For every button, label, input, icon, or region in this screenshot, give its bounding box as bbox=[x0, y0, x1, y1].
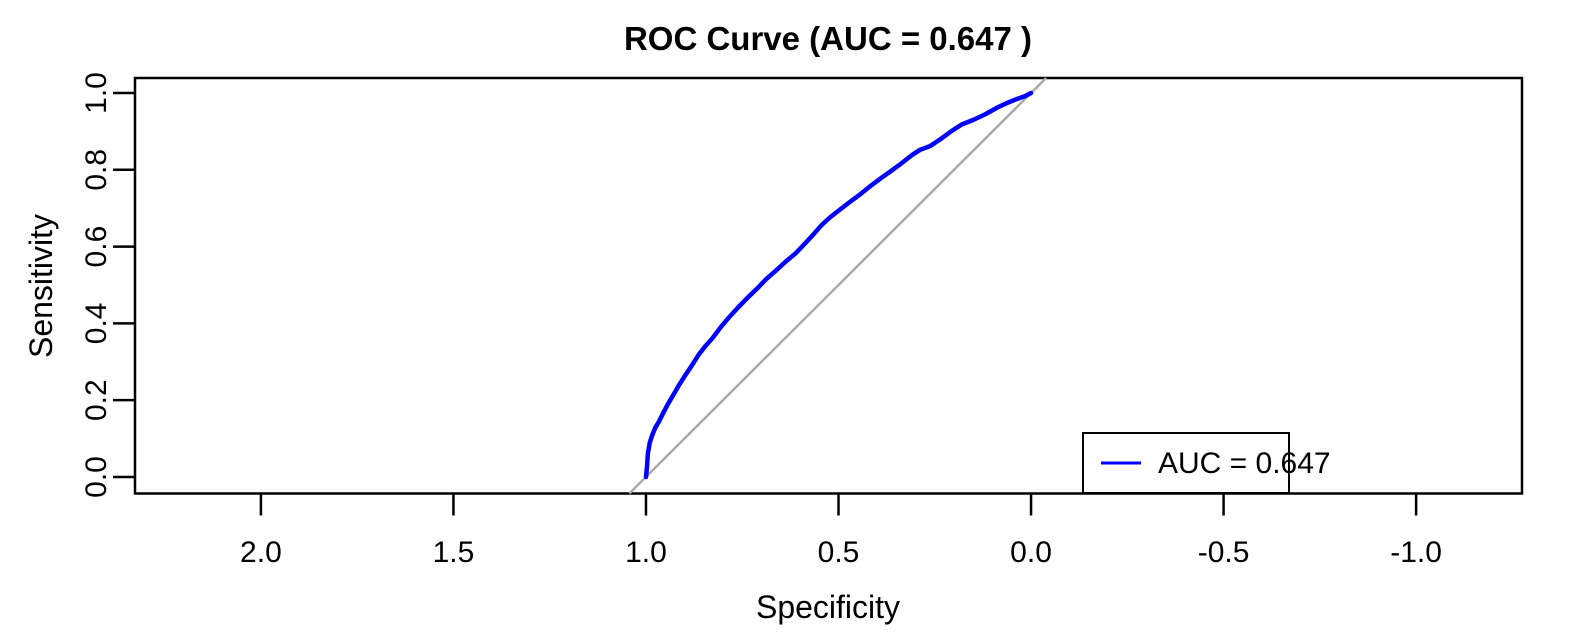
legend-label: AUC = 0.647 bbox=[1158, 447, 1331, 480]
y-axis-title: Sensitivity bbox=[23, 214, 59, 358]
x-tick-label: 1.0 bbox=[625, 536, 667, 569]
roc-curve bbox=[643, 90, 1034, 480]
legend: AUC = 0.647 bbox=[1082, 432, 1331, 494]
y-tick-label: 0.8 bbox=[80, 149, 113, 191]
x-tick-label: -1.0 bbox=[1390, 536, 1442, 569]
chance-diagonal-line bbox=[628, 77, 1047, 495]
y-tick-label: 0.6 bbox=[80, 226, 113, 268]
y-tick-label: 0.0 bbox=[80, 456, 113, 498]
x-axis-title: Specificity bbox=[756, 589, 900, 625]
x-tick-label: 1.5 bbox=[433, 536, 475, 569]
x-tick-label: 2.0 bbox=[240, 536, 282, 569]
y-tick-label: 1.0 bbox=[80, 72, 113, 114]
y-tick-label: 0.4 bbox=[80, 303, 113, 345]
x-tick-label: 0.0 bbox=[1010, 536, 1052, 569]
x-tick-label: 0.5 bbox=[818, 536, 860, 569]
x-tick-label: -0.5 bbox=[1198, 536, 1250, 569]
chart-title: ROC Curve (AUC = 0.647 ) bbox=[624, 20, 1032, 57]
x-axis-ticks: 2.0 1.5 1.0 0.5 0.0 -0.5 -1.0 bbox=[240, 493, 1442, 569]
y-tick-label: 0.2 bbox=[80, 379, 113, 421]
plot-border bbox=[133, 76, 1524, 495]
y-axis-ticks: 0.0 0.2 0.4 0.6 0.8 1.0 bbox=[80, 72, 135, 498]
